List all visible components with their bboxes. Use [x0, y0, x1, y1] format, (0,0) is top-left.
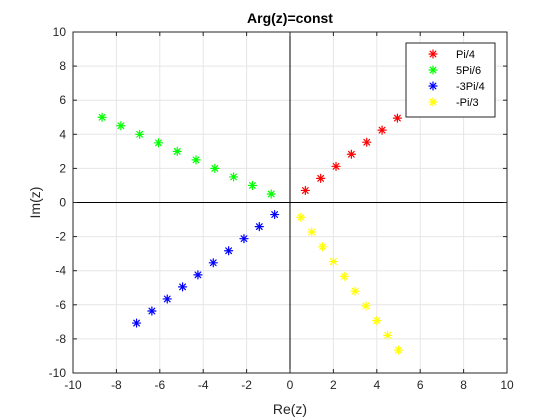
legend-entry: -Pi/3	[456, 97, 479, 109]
data-point	[378, 126, 386, 134]
legend-marker	[429, 50, 437, 58]
x-tick-label: 8	[460, 378, 467, 392]
data-point	[297, 213, 305, 221]
legend-entry: -3Pi/4	[456, 81, 485, 93]
data-point	[209, 259, 217, 267]
legend-entry: Pi/4	[456, 49, 475, 61]
data-point	[230, 173, 238, 181]
data-point	[133, 319, 141, 327]
data-point	[319, 243, 327, 251]
x-tick-label: 10	[500, 378, 514, 392]
data-point	[373, 317, 381, 325]
x-tick-label: 2	[330, 378, 337, 392]
data-point	[240, 235, 248, 243]
y-tick-label: -2	[55, 230, 66, 244]
x-tick-label: -10	[64, 378, 82, 392]
data-point	[395, 346, 403, 354]
data-point	[255, 223, 263, 231]
x-tick-label: 6	[417, 378, 424, 392]
y-tick-label: 8	[59, 59, 66, 73]
data-point	[173, 147, 181, 155]
y-tick-label: 4	[59, 127, 66, 141]
data-point	[351, 287, 359, 295]
data-point	[271, 211, 279, 219]
x-tick-label: 4	[373, 378, 380, 392]
legend: Pi/4 5Pi/6 -3Pi/4 -Pi/3	[406, 43, 495, 117]
y-tick-label: 6	[59, 93, 66, 107]
y-tick-label: 2	[59, 161, 66, 175]
data-point	[384, 331, 392, 339]
data-point	[117, 122, 125, 130]
legend-marker	[429, 66, 437, 74]
data-point	[317, 174, 325, 182]
x-axis-label: Re(z)	[273, 401, 307, 417]
y-tick-label: 0	[59, 196, 66, 210]
data-point	[179, 283, 187, 291]
data-point	[267, 190, 275, 198]
chart-title: Arg(z)=const	[247, 10, 333, 26]
data-point	[347, 150, 355, 158]
data-point	[363, 138, 371, 146]
y-tick-label: 10	[53, 25, 67, 39]
data-point	[194, 271, 202, 279]
data-point	[362, 302, 370, 310]
data-point	[154, 139, 162, 147]
legend-marker	[429, 98, 437, 106]
x-tick-label: -2	[241, 378, 252, 392]
data-point	[329, 258, 337, 266]
x-tick-label: -8	[111, 378, 122, 392]
data-point	[393, 114, 401, 122]
y-tick-label: -6	[55, 298, 66, 312]
y-tick-label: -10	[49, 366, 67, 380]
legend-entry: 5Pi/6	[456, 65, 481, 77]
y-tick-label: -8	[55, 332, 66, 346]
data-point	[211, 164, 219, 172]
x-tick-label: -4	[198, 378, 209, 392]
data-point	[98, 113, 106, 121]
data-point	[301, 186, 309, 194]
data-point	[308, 228, 316, 236]
x-tick-label: -6	[154, 378, 165, 392]
y-tick-label: -4	[55, 264, 66, 278]
data-point	[225, 247, 233, 255]
data-point	[136, 130, 144, 138]
legend-marker	[429, 82, 437, 90]
x-tick-label: 0	[287, 378, 294, 392]
legend-box	[406, 43, 495, 117]
data-point	[340, 272, 348, 280]
data-point	[248, 181, 256, 189]
data-point	[148, 307, 156, 315]
data-point	[192, 156, 200, 164]
y-axis-label: Im(z)	[27, 187, 43, 219]
data-point	[332, 162, 340, 170]
data-point	[163, 295, 171, 303]
